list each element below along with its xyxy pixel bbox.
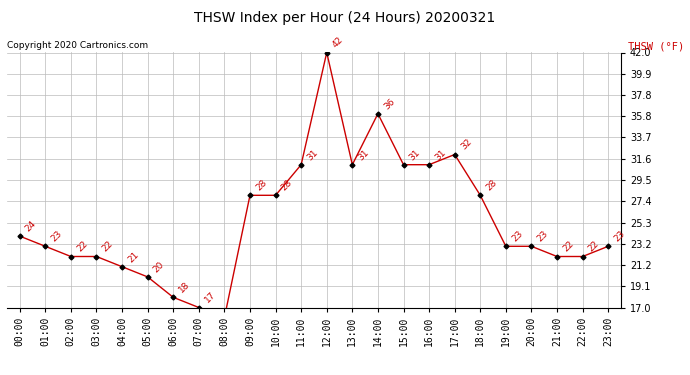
Text: Copyright 2020 Cartronics.com: Copyright 2020 Cartronics.com xyxy=(7,41,148,50)
Text: THSW (°F): THSW (°F) xyxy=(628,41,684,51)
Text: 31: 31 xyxy=(433,147,448,162)
Text: 23: 23 xyxy=(612,229,627,243)
Text: 32: 32 xyxy=(459,137,473,152)
Text: 23: 23 xyxy=(50,229,64,243)
Text: 16: 16 xyxy=(0,374,1,375)
Text: 31: 31 xyxy=(408,147,422,162)
Text: 18: 18 xyxy=(177,280,192,294)
Text: 24: 24 xyxy=(24,219,38,233)
Text: 36: 36 xyxy=(382,96,397,111)
Text: 23: 23 xyxy=(535,229,550,243)
Text: 31: 31 xyxy=(305,147,320,162)
Text: 28: 28 xyxy=(484,178,499,192)
Text: 28: 28 xyxy=(254,178,268,192)
Text: THSW Index per Hour (24 Hours) 20200321: THSW Index per Hour (24 Hours) 20200321 xyxy=(195,11,495,25)
Text: 21: 21 xyxy=(126,249,141,264)
Text: 20: 20 xyxy=(152,260,166,274)
Text: 23: 23 xyxy=(510,229,524,243)
Text: 28: 28 xyxy=(279,178,294,192)
Text: 22: 22 xyxy=(101,239,115,254)
Text: 31: 31 xyxy=(357,147,371,162)
Text: 17: 17 xyxy=(203,290,217,305)
Text: 42: 42 xyxy=(331,35,345,50)
Text: 22: 22 xyxy=(75,239,89,254)
Text: 22: 22 xyxy=(561,239,575,254)
Text: 22: 22 xyxy=(586,239,601,254)
